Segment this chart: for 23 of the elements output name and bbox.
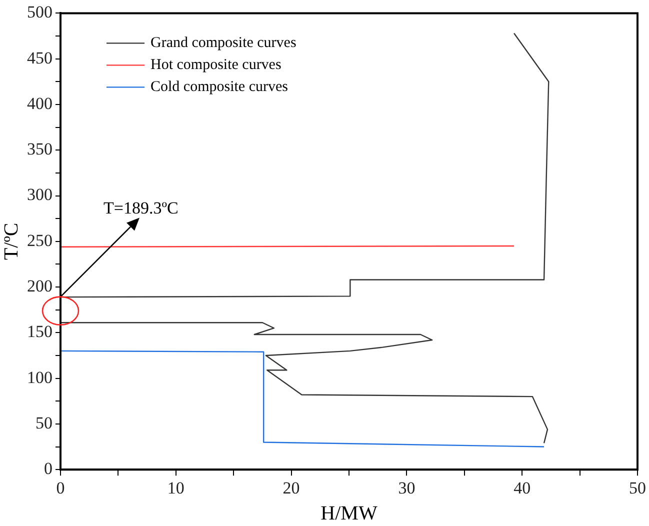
legend-label: Hot composite curves [150,57,282,74]
y-tick-label: 500 [27,2,52,22]
y-tick-label: 300 [27,185,52,204]
x-tick-label: 50 [629,478,646,498]
y-axis-title: T/ºC [0,222,22,260]
x-tick-label: 0 [56,478,65,498]
x-axis-title: H/MW [320,502,378,524]
y-tick-label: 400 [27,94,52,113]
y-tick-label: 250 [27,230,52,250]
x-tick-label: 30 [398,478,416,498]
annotation: T=189.3ºC [104,198,178,218]
x-tick-label: 20 [282,478,300,498]
y-tick-label: 450 [27,48,52,68]
legend-label: Grand composite curves [150,35,296,52]
y-tick-label: 100 [27,368,52,387]
y-tick-label: 350 [27,140,52,159]
x-tick-label: 10 [167,478,184,498]
x-tick-label: 40 [514,478,531,498]
legend-label: Cold composite curves [150,79,288,96]
y-tick-label: 150 [27,322,52,342]
y-tick-label: 0 [44,459,52,478]
y-tick-label: 200 [27,276,52,296]
y-tick-label: 50 [36,413,52,432]
